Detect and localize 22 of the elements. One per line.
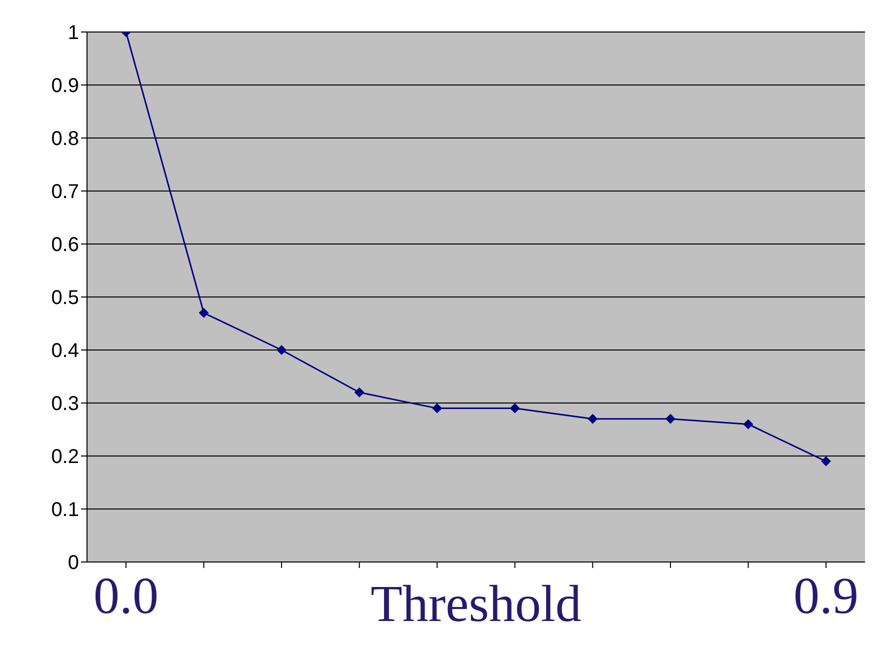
y-tick-label: 0.9 — [51, 75, 79, 98]
point — [821, 456, 831, 466]
y-tick-label: 0.2 — [51, 446, 79, 468]
point — [354, 387, 364, 398]
x-tick-label: 0.0 — [94, 568, 158, 625]
y-tick-label: 0.4 — [51, 340, 79, 362]
y-tick-label: 0 — [68, 552, 79, 574]
point — [665, 414, 676, 424]
y-tick-label: 0.3 — [51, 393, 79, 416]
y-tick-label: 0.8 — [51, 128, 79, 150]
y-tick-label: 0.1 — [51, 499, 79, 522]
point — [432, 403, 442, 414]
point — [743, 419, 754, 430]
point — [510, 403, 520, 414]
point — [198, 308, 209, 318]
point — [588, 414, 598, 424]
y-tick-label: 1 — [68, 22, 79, 44]
point — [276, 345, 287, 355]
x-axis-title: Threshold — [370, 576, 582, 633]
y-tick-label: 0.7 — [51, 181, 79, 204]
y-tick-label: 0.6 — [51, 234, 79, 256]
y-tick-label: 0.5 — [51, 287, 79, 310]
